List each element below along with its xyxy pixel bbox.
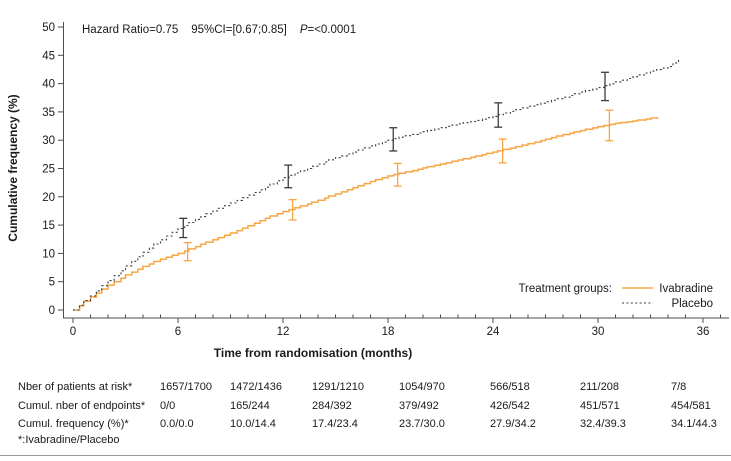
y-tick-label: 15 <box>42 220 55 232</box>
risk-table-value: 284/392 <box>312 400 352 412</box>
error-bar-placebo <box>179 217 188 239</box>
curve-ivabradine <box>73 117 659 311</box>
risk-table-value: 27.9/34.2 <box>490 418 536 430</box>
risk-table-value: 1054/970 <box>399 381 445 393</box>
risk-table-value: 1291/1210 <box>312 381 364 393</box>
y-tick-label: 20 <box>42 192 55 204</box>
x-tick-label: 0 <box>70 326 76 338</box>
y-axis-title: Cumulative frequency (%) <box>6 94 20 241</box>
risk-table-value: 10.0/14.4 <box>230 418 276 430</box>
y-tick-label: 5 <box>49 277 55 289</box>
axes: 0 6 12 18 24 30 36 0 5 10 15 20 25 30 35 40 45 50 <box>42 22 729 338</box>
curve-placebo <box>73 59 680 311</box>
y-tick-label: 40 <box>42 79 55 91</box>
error-bar-ivabradine <box>183 241 192 262</box>
risk-table-value: 211/208 <box>580 381 619 393</box>
risk-table: Nber of patients at risk* 1657/1700 1472/1… <box>0 370 731 461</box>
risk-table-value: 32.4/39.3 <box>580 418 626 430</box>
legend: Treatment groups: Ivabradine Placebo <box>518 283 713 310</box>
y-tick-label: 10 <box>42 248 55 260</box>
x-tick-label: 6 <box>175 326 181 338</box>
y-tick-label: 0 <box>49 305 55 317</box>
risk-table-value: 379/492 <box>399 400 439 412</box>
x-tick-label: 30 <box>592 326 605 338</box>
error-bar-ivabradine <box>498 138 507 164</box>
curves <box>73 59 680 311</box>
y-tick-label: 35 <box>42 107 55 119</box>
risk-table-value: 566/518 <box>490 381 530 393</box>
cumulative-frequency-chart: 0 6 12 18 24 30 36 0 5 10 15 20 25 30 35 40 45 50 Hazard … <box>6 22 729 360</box>
legend-label-ivabradine: Ivabradine <box>659 283 713 295</box>
error-bar-ivabradine <box>393 162 402 187</box>
risk-table-value: 7/8 <box>671 381 687 393</box>
risk-table-value: 1657/1700 <box>160 381 212 393</box>
x-tick-label: 36 <box>697 326 710 338</box>
y-tick-label: 25 <box>42 164 55 176</box>
legend-label-placebo: Placebo <box>671 298 713 310</box>
error-bar-ivabradine <box>605 109 614 142</box>
risk-table-value: 0/0 <box>160 400 176 412</box>
risk-table-row-label: Cumul. nber of endpoints* <box>18 400 146 412</box>
error-bar-placebo <box>284 164 293 189</box>
risk-table-row-label: Cumul. frequency (%)* <box>18 418 129 430</box>
error-bar-ivabradine <box>288 198 297 221</box>
risk-table-value: 426/542 <box>490 400 530 412</box>
risk-table-value: 1472/1436 <box>230 381 282 393</box>
risk-table-value: 0.0/0.0 <box>160 418 194 430</box>
risk-table-footnote: *:Ivabradine/Placebo <box>18 434 120 446</box>
risk-table-value: 454/581 <box>671 400 711 412</box>
x-tick-label: 12 <box>277 326 290 338</box>
error-bar-placebo <box>389 127 398 152</box>
bottom-rule <box>0 455 731 456</box>
error-bar-placebo <box>494 102 503 128</box>
x-tick-label: 24 <box>487 326 500 338</box>
legend-title: Treatment groups: <box>518 283 612 295</box>
y-tick-label: 45 <box>42 50 55 62</box>
error-bars <box>179 71 614 262</box>
x-tick-label: 18 <box>382 326 395 338</box>
risk-table-value: 17.4/23.4 <box>312 418 358 430</box>
risk-table-value: 23.7/30.0 <box>399 418 445 430</box>
hazard-ratio-annotation: Hazard Ratio=0.75 95%CI=[0.67;0.85] P=<0.0… <box>82 24 356 36</box>
risk-table-value: 451/571 <box>580 400 620 412</box>
y-tick-label: 30 <box>42 135 55 147</box>
y-tick-label: 50 <box>42 22 55 34</box>
risk-table-value: 34.1/44.3 <box>671 418 717 430</box>
error-bar-placebo <box>601 71 609 102</box>
x-axis-title: Time from randomisation (months) <box>214 346 412 360</box>
risk-table-value: 165/244 <box>230 400 270 412</box>
risk-table-row-label: Nber of patients at risk* <box>18 381 133 393</box>
